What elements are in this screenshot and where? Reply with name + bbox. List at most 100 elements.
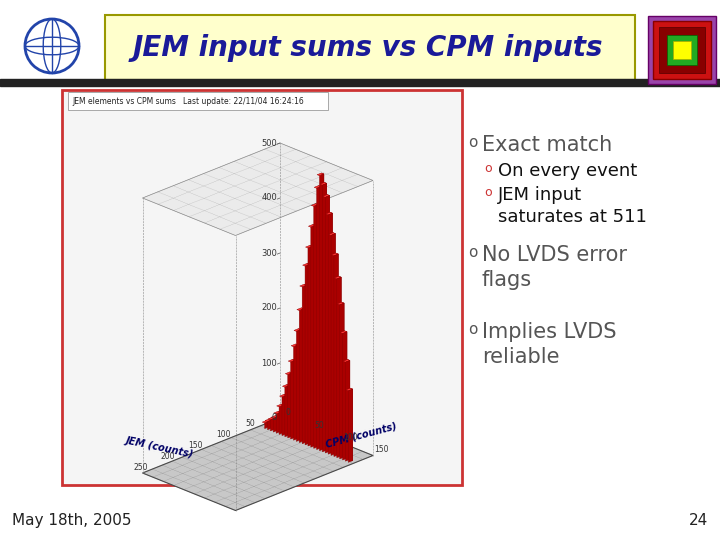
- Text: 200: 200: [261, 303, 277, 313]
- Polygon shape: [279, 405, 284, 434]
- Polygon shape: [333, 233, 336, 454]
- Text: May 18th, 2005: May 18th, 2005: [12, 513, 132, 528]
- Polygon shape: [281, 404, 284, 433]
- Polygon shape: [282, 395, 287, 436]
- Polygon shape: [274, 416, 278, 432]
- Text: o: o: [468, 135, 477, 150]
- Polygon shape: [278, 411, 281, 431]
- Polygon shape: [292, 359, 295, 437]
- Polygon shape: [317, 173, 324, 176]
- Polygon shape: [275, 416, 278, 430]
- Text: 150: 150: [374, 446, 388, 455]
- Polygon shape: [305, 245, 312, 248]
- Bar: [667, 35, 697, 65]
- Polygon shape: [311, 226, 315, 447]
- Text: Exact match: Exact match: [482, 135, 612, 155]
- Polygon shape: [291, 360, 295, 439]
- Text: 400: 400: [261, 193, 277, 202]
- Polygon shape: [288, 359, 295, 362]
- Text: 150: 150: [188, 441, 203, 450]
- Text: No LVDS error
flags: No LVDS error flags: [482, 245, 627, 290]
- Polygon shape: [300, 284, 307, 287]
- Text: 24: 24: [689, 513, 708, 528]
- Polygon shape: [284, 394, 287, 434]
- Polygon shape: [323, 194, 330, 197]
- Polygon shape: [262, 420, 269, 423]
- Polygon shape: [268, 420, 272, 430]
- Bar: [659, 27, 705, 73]
- Polygon shape: [297, 308, 304, 310]
- Text: o: o: [468, 322, 477, 337]
- Polygon shape: [289, 372, 292, 436]
- Text: On every event: On every event: [498, 162, 637, 180]
- Polygon shape: [312, 225, 315, 446]
- Text: 250: 250: [133, 463, 148, 472]
- Polygon shape: [314, 205, 318, 448]
- Polygon shape: [269, 418, 272, 428]
- Polygon shape: [298, 329, 301, 440]
- Polygon shape: [276, 404, 284, 407]
- Polygon shape: [297, 329, 301, 441]
- Bar: [648, 16, 716, 84]
- Polygon shape: [343, 360, 350, 362]
- Polygon shape: [271, 416, 278, 418]
- Text: 50: 50: [314, 421, 324, 429]
- Polygon shape: [318, 186, 321, 448]
- Polygon shape: [334, 276, 341, 279]
- Bar: [673, 41, 691, 59]
- Polygon shape: [338, 276, 341, 456]
- Text: 50: 50: [246, 419, 256, 428]
- Polygon shape: [308, 246, 312, 446]
- Polygon shape: [320, 174, 324, 451]
- Bar: [68, 92, 328, 110]
- Polygon shape: [337, 277, 341, 458]
- Polygon shape: [325, 212, 333, 215]
- Polygon shape: [343, 332, 347, 460]
- Text: 300: 300: [261, 248, 277, 258]
- Polygon shape: [336, 253, 338, 455]
- Polygon shape: [351, 388, 353, 461]
- Text: 100: 100: [261, 359, 277, 368]
- Polygon shape: [331, 234, 336, 455]
- Polygon shape: [294, 329, 301, 332]
- Polygon shape: [274, 411, 281, 414]
- Polygon shape: [342, 302, 344, 457]
- Polygon shape: [330, 212, 333, 453]
- Polygon shape: [285, 386, 289, 437]
- Polygon shape: [276, 412, 281, 433]
- Polygon shape: [315, 204, 318, 447]
- Polygon shape: [317, 186, 321, 449]
- Polygon shape: [265, 418, 272, 422]
- Polygon shape: [300, 309, 304, 443]
- FancyBboxPatch shape: [105, 15, 635, 80]
- Polygon shape: [271, 418, 275, 431]
- Polygon shape: [301, 308, 304, 441]
- Text: 0: 0: [271, 414, 277, 422]
- Polygon shape: [334, 254, 338, 456]
- Bar: [0, 79, 720, 86]
- Text: CPM (counts): CPM (counts): [325, 421, 398, 449]
- Text: 200: 200: [161, 452, 175, 461]
- Polygon shape: [265, 421, 269, 429]
- Polygon shape: [307, 264, 310, 443]
- Text: 100: 100: [216, 430, 230, 439]
- Text: 500: 500: [261, 138, 277, 147]
- Polygon shape: [321, 173, 324, 449]
- Polygon shape: [348, 389, 353, 462]
- Text: o: o: [468, 245, 477, 260]
- Polygon shape: [272, 417, 275, 429]
- Text: JEM input sums vs CPM inputs: JEM input sums vs CPM inputs: [132, 34, 603, 62]
- Polygon shape: [324, 183, 327, 450]
- Polygon shape: [291, 344, 298, 347]
- Text: JEM input
saturates at 511: JEM input saturates at 511: [498, 186, 647, 226]
- Polygon shape: [314, 186, 321, 188]
- Polygon shape: [346, 388, 353, 391]
- Polygon shape: [268, 417, 275, 420]
- Text: Implies LVDS
reliable: Implies LVDS reliable: [482, 322, 616, 367]
- Polygon shape: [331, 253, 338, 256]
- Polygon shape: [346, 360, 350, 461]
- Polygon shape: [302, 285, 307, 444]
- Polygon shape: [308, 225, 315, 227]
- Polygon shape: [340, 303, 344, 459]
- Polygon shape: [279, 394, 287, 397]
